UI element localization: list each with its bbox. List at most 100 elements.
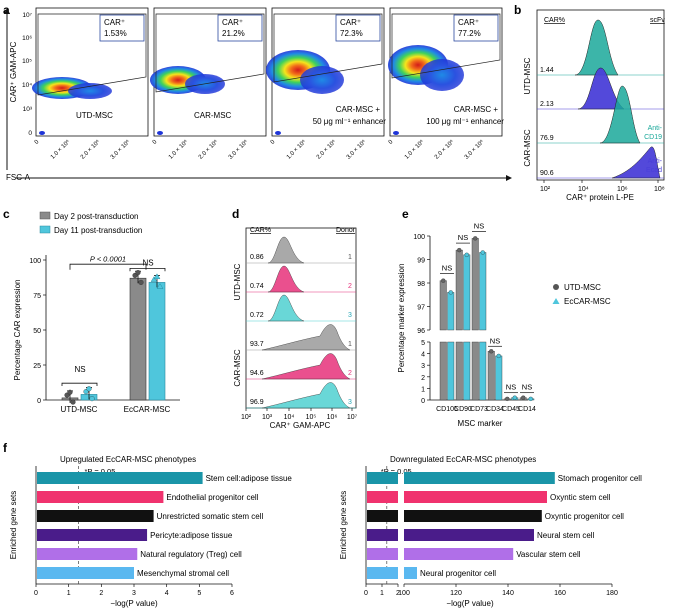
panel-a-car-gate: [37, 13, 147, 96]
panel-c-data-point: [86, 386, 92, 392]
panel-f-right-label: Vascular stem cell: [516, 550, 581, 559]
panel-a-x-tick: 3.0 × 10⁶: [463, 138, 486, 161]
panel-b-value: 90.6: [540, 170, 554, 177]
panel-d-group-car: CAR-MSC: [233, 349, 242, 387]
panel-b-histogram: [574, 19, 619, 76]
panel-a-x-tick: 1.0 × 10⁶: [285, 138, 308, 161]
panel-b-group-utd: UTD-MSC: [523, 57, 532, 94]
panel-c-y-label: Percentage CAR expression: [13, 280, 22, 381]
panel-f-right-x-tick: 1: [380, 590, 384, 597]
panel-a-percent: 1.53%: [104, 29, 127, 38]
panel-f-left-bar: [37, 472, 203, 484]
panel-f-right-bar-b: [404, 529, 534, 541]
panel-e-legend-swatch-eccar: [552, 298, 560, 304]
panel-c-bracket-ns-utd: [61, 382, 98, 386]
panel-d-x-tick: 10³: [262, 414, 273, 421]
panel-a-sample-sub: 100 μg ml⁻¹ enhancer: [426, 117, 504, 126]
panel-a-percent: 72.3%: [340, 29, 363, 38]
panel-e-category: CD34: [486, 406, 504, 413]
panel-f-left-pvalue-label: *P = 0.05: [84, 467, 115, 476]
panel-b-histogram: [611, 146, 661, 179]
panel-letter-d: d: [232, 207, 239, 221]
panel-c-data-point: [70, 399, 76, 405]
panel-a-y-tick: 10³: [23, 106, 33, 113]
panel-e-y-tick: 100: [413, 234, 425, 241]
panel-a-x-tick: 1.0 × 10⁶: [167, 138, 190, 161]
panel-d-donor: 1: [348, 341, 352, 348]
panel-f-right-y-label: Enriched gene sets: [339, 491, 348, 560]
panel-a-label-box: [99, 14, 145, 42]
panel-a-x-tick: 3.0 × 10⁶: [227, 138, 250, 161]
panel-f-right-pvalue-label: *P = 0.05: [381, 467, 412, 476]
panel-f-right-bar-a: [367, 529, 398, 541]
panel-b-x-tick: 10⁸: [654, 186, 665, 193]
panel-b-x-tick: 10⁶: [617, 186, 628, 193]
panel-f-right-x-tick: 180: [606, 590, 618, 597]
panel-c-data-point: [150, 276, 158, 282]
panel-c-bracket-ns-eccar: [129, 268, 166, 272]
panel-d-x-tick: 10⁵: [306, 414, 317, 421]
panel-e-legend-utd: UTD-MSC: [564, 283, 601, 292]
panel-f-right-title: Downregulated EcCAR-MSC phenotypes: [390, 455, 536, 464]
panel-f-left-label: Stem cell:adipose tissue: [206, 474, 293, 483]
panel-a-density-edge: [39, 131, 45, 135]
panel-f-left-label: Natural regulatory (Treg) cell: [140, 550, 242, 559]
panel-e-data-point: [441, 278, 446, 283]
panel-e-ns: NS: [458, 233, 468, 242]
panel-a-label-box: [217, 14, 263, 42]
panel-d-x-tick: 10⁶: [327, 414, 338, 421]
panel-e-bar: [439, 341, 447, 401]
panel-a-sample-name: UTD-MSC: [76, 111, 113, 120]
panel-b-trace-label-ecad: Anti-: [648, 158, 663, 165]
panel-f-right-label: Oxyntic stem cell: [550, 493, 611, 502]
panel-f-left-label: Pericyte:adipose tissue: [150, 531, 233, 540]
panel-e-bar: [471, 238, 479, 331]
panel-f-left-bar: [37, 567, 134, 579]
panel-a-car-gate: [155, 13, 265, 93]
panel-f-right-x-tick: 2: [396, 590, 400, 597]
panel-a-x-tick: 3.0 × 10⁶: [345, 138, 368, 161]
panel-e-data-point: [464, 252, 469, 257]
panel-f-right-label: Oxyntic progenitor cell: [545, 512, 624, 521]
panel-d-header-carpct: CAR%: [250, 227, 271, 234]
panel-e-category: CD14: [518, 406, 536, 413]
panel-c-data-point: [67, 389, 73, 395]
panel-b-value: 76.9: [540, 135, 554, 142]
panel-f-right-bar-a: [367, 510, 398, 522]
panel-d-value: 96.9: [250, 399, 264, 406]
panel-f-left-label: Mesenchymal stromal cell: [137, 569, 229, 578]
panel-d-x-tick: 10⁷: [347, 414, 358, 421]
panel-e-bar: [463, 254, 471, 331]
panel-c-legend-day2: Day 2 post-transduction: [54, 212, 139, 221]
panel-b-x-axis-label: CAR⁺ protein L-PE: [566, 193, 634, 202]
panel-e-data-point: [512, 395, 517, 400]
panel-d-histogram: [267, 265, 305, 293]
panel-f-right-label: Stomach progenitor cell: [558, 474, 642, 483]
panel-e-data-point: [489, 349, 494, 354]
panel-c-bracket-p: [69, 263, 147, 270]
panel-e-y-tick: 0: [421, 398, 425, 405]
panel-e-category: CD90: [454, 406, 472, 413]
panel-f-left-x-tick: 1: [67, 590, 71, 597]
panel-c-bar: [129, 277, 147, 401]
panel-a-x-tick: 2.0 × 10⁶: [197, 138, 220, 161]
panel-f-left-title: Upregulated EcCAR-MSC phenotypes: [60, 455, 196, 464]
panel-d-value: 94.6: [250, 370, 264, 377]
panel-d-histogram: [261, 353, 351, 380]
panel-e-bar: [455, 341, 463, 401]
panel-e-y-tick: 99: [417, 258, 425, 265]
panel-c-legend-day11: Day 11 post-transduction: [54, 226, 142, 235]
panel-a-car-gate: [273, 13, 383, 83]
panel-a-x-axis-arrowhead: [506, 175, 512, 181]
panel-f-left-bar: [37, 548, 138, 560]
panel-f-right-bar-b: [404, 510, 542, 522]
panel-a-x-tick: 0: [388, 139, 395, 146]
panel-a-x-tick: 0: [34, 139, 41, 146]
panel-e-bar: [447, 292, 455, 331]
panel-e-bar: [479, 341, 487, 401]
panel-e-legend-swatch-utd: [553, 284, 559, 290]
panel-d-x-tick: 10²: [241, 414, 252, 421]
panel-a-x-tick: 1.0 × 10⁶: [49, 138, 72, 161]
panel-e-data-point: [521, 395, 526, 400]
